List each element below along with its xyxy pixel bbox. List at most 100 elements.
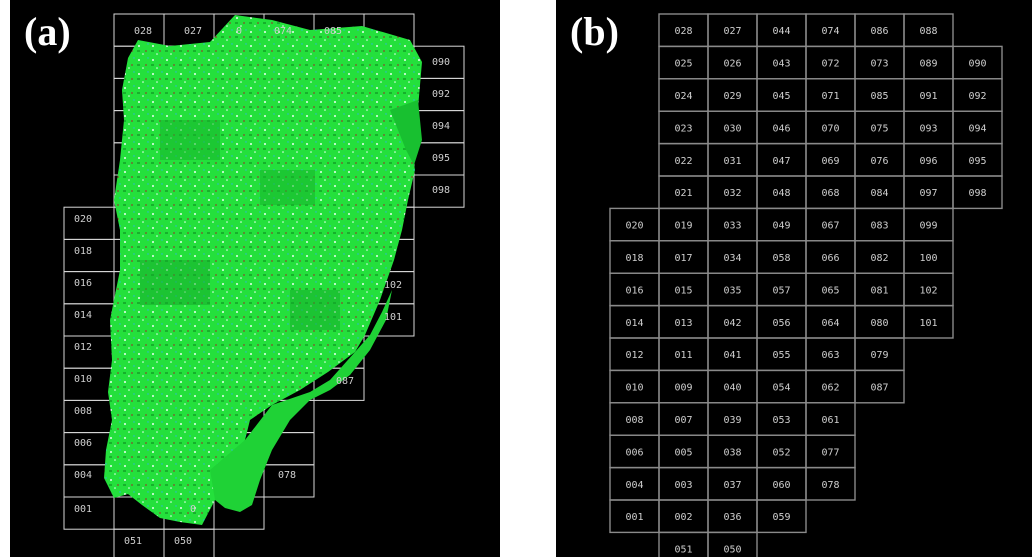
tile-label: 067 (821, 221, 839, 232)
tile-label: 074 (274, 26, 292, 37)
tile-label: 072 (821, 59, 839, 70)
panel-b-label: (b) (570, 8, 619, 55)
panel-b-tile-index-grid: (b) 028 027 044 074 086 088 025 026 043 072 073 089… (556, 0, 1032, 557)
tile-label: 017 (674, 253, 692, 264)
tile-label: 001 (625, 512, 643, 523)
tile-label: 024 (674, 91, 692, 102)
tile-label: 079 (870, 350, 888, 361)
tile-label: 101 (919, 318, 937, 329)
tile-label: 091 (919, 91, 937, 102)
tile-label: 022 (674, 156, 692, 167)
tile-label: 098 (968, 188, 986, 199)
tile-label: 054 (772, 383, 790, 394)
tile-label: 056 (772, 318, 790, 329)
tile-label: 042 (723, 318, 741, 329)
tile-label: 044 (772, 26, 790, 37)
tile-label: 102 (919, 285, 937, 296)
tile-label: 014 (74, 310, 92, 321)
tile-label: 016 (74, 278, 92, 289)
tile-label: 093 (919, 123, 937, 134)
tile-label: 011 (674, 350, 692, 361)
tile-label: 046 (772, 123, 790, 134)
tile-label: 038 (723, 447, 741, 458)
tile-label: 087 (870, 383, 888, 394)
tile-label: 060 (772, 480, 790, 491)
tile-label: 0 (190, 504, 196, 515)
tile-label: 040 (723, 383, 741, 394)
tile-label: 062 (821, 383, 839, 394)
tile-label: 026 (723, 59, 741, 70)
tile-label: 087 (336, 376, 354, 387)
tile-label: 102 (384, 280, 402, 291)
tile-label: 094 (432, 121, 450, 132)
tile-label: 049 (772, 221, 790, 232)
tile-label: 074 (821, 26, 839, 37)
tile-label: 068 (821, 188, 839, 199)
tile-label: 0 (236, 26, 242, 37)
tile-label: 003 (674, 480, 692, 491)
tile-label: 094 (968, 123, 986, 134)
tile-label: 016 (625, 285, 643, 296)
tile-label: 025 (674, 59, 692, 70)
tile-label: 085 (324, 26, 342, 37)
tile-label: 071 (821, 91, 839, 102)
tile-label: 088 (919, 26, 937, 37)
tile-label: 050 (174, 536, 192, 547)
tile-label: 096 (919, 156, 937, 167)
panel-a-vegetation-mosaic (104, 15, 422, 525)
panel-a-mosaic-map: (a) 028 027 0 074 08 (10, 0, 500, 557)
tile-label: 006 (625, 447, 643, 458)
tile-label: 066 (821, 253, 839, 264)
tile-label: 089 (919, 59, 937, 70)
tile-label: 020 (625, 221, 643, 232)
tile-label: 064 (821, 318, 839, 329)
tile-label: 095 (968, 156, 986, 167)
tile-label: 057 (772, 285, 790, 296)
tile-label: 013 (674, 318, 692, 329)
tile-label: 048 (772, 188, 790, 199)
tile-label: 051 (674, 545, 692, 556)
tile-label: 008 (74, 406, 92, 417)
tile-label: 039 (723, 415, 741, 426)
panel-a-label: (a) (24, 8, 71, 55)
tile-label: 028 (134, 26, 152, 37)
tile-label: 009 (674, 383, 692, 394)
tile-label: 014 (625, 318, 643, 329)
tile-label: 018 (625, 253, 643, 264)
tile-label: 052 (772, 447, 790, 458)
tile-label: 018 (74, 246, 92, 257)
tile-label: 051 (124, 536, 142, 547)
tile-label: 097 (919, 188, 937, 199)
tile-label: 032 (723, 188, 741, 199)
tile-label: 081 (870, 285, 888, 296)
tile-label: 027 (184, 26, 202, 37)
tile-label: 069 (821, 156, 839, 167)
tile-label: 055 (772, 350, 790, 361)
tile-label: 085 (870, 91, 888, 102)
panel-b-grid-canvas: 028 027 044 074 086 088025 026 043 072 073 089 0900… (556, 0, 1032, 557)
tile-label: 029 (723, 91, 741, 102)
tile-label: 007 (674, 415, 692, 426)
tile-label: 070 (821, 123, 839, 134)
tile-label: 090 (968, 59, 986, 70)
tile-label: 045 (772, 91, 790, 102)
tile-label: 028 (674, 26, 692, 37)
tile-label: 030 (723, 123, 741, 134)
tile-label: 021 (674, 188, 692, 199)
tile-label: 033 (723, 221, 741, 232)
tile-label: 035 (723, 285, 741, 296)
tile-label: 012 (625, 350, 643, 361)
tile-label: 078 (821, 480, 839, 491)
tile-label: 082 (870, 253, 888, 264)
tile-label: 043 (772, 59, 790, 70)
tile-label: 084 (870, 188, 888, 199)
tile-label: 086 (870, 26, 888, 37)
tile-label: 002 (674, 512, 692, 523)
tile-label: 019 (674, 221, 692, 232)
tile-label: 058 (772, 253, 790, 264)
tile-label: 092 (432, 89, 450, 100)
tile-label: 100 (919, 253, 937, 264)
tile-label: 076 (870, 156, 888, 167)
tile-label: 012 (74, 342, 92, 353)
tile-label: 005 (674, 447, 692, 458)
